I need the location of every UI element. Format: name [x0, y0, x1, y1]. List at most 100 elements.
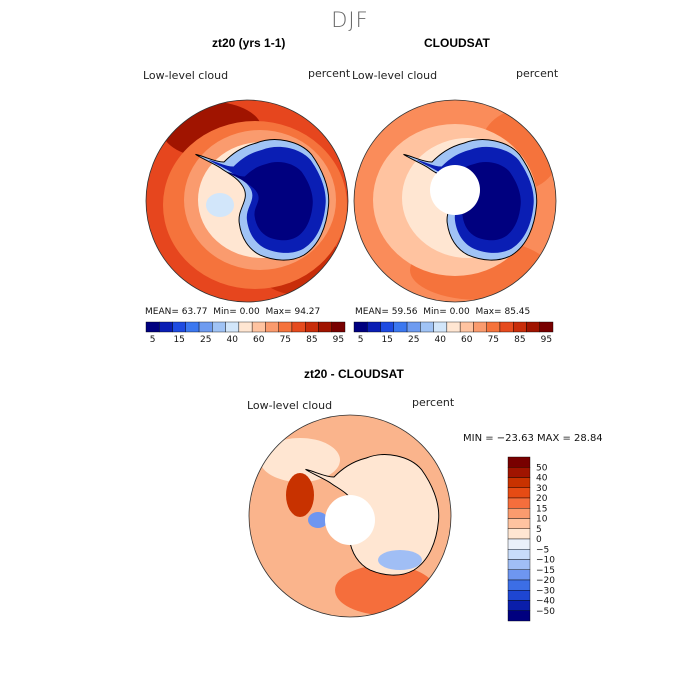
left-max-label: Max=: [265, 307, 292, 317]
right-colorbar-tick-label: 85: [514, 335, 525, 345]
left-colorbar-swatch: [225, 321, 240, 333]
diff-colorbar-swatch: [507, 456, 531, 468]
diff-colorbar-swatch: [507, 518, 531, 529]
diff-colorbar-tick-label: 50: [536, 463, 548, 473]
left-colorbar-tick-label: 75: [280, 335, 291, 345]
diff-missing-data-hole: [325, 495, 375, 545]
right-min-label: Min=: [423, 307, 447, 317]
left-min-value: 0.00: [239, 307, 260, 317]
left-colorbar-tick-label: 25: [200, 335, 211, 345]
right-colorbar-swatch: [420, 321, 434, 333]
diff-colorbar-tick-label: −5: [536, 545, 549, 555]
left-colorbar-swatch: [318, 321, 332, 333]
left-colorbar-swatch: [251, 321, 266, 333]
right-colorbar-swatch: [353, 321, 368, 333]
left-ice-shelf-patch: [206, 193, 234, 217]
right-max-label: Max=: [475, 307, 502, 317]
left-colorbar-swatch: [185, 321, 200, 333]
left-colorbar-swatch: [291, 321, 306, 333]
diff-negative-patch: [378, 550, 422, 570]
left-map-border: [145, 99, 349, 303]
right-stats: MEAN= 59.56 Min= 0.00 Max= 85.45: [355, 307, 530, 317]
right-colorbar-tick-label: 15: [381, 335, 392, 345]
diff-colorbar-swatch: [507, 610, 531, 622]
right-colorbar-tick-label: 5: [358, 335, 364, 345]
diff-colorbar-tick-label: −15: [536, 566, 555, 576]
left-colorbar-tick-label: 15: [173, 335, 184, 345]
right-colorbar-tick-label: 60: [461, 335, 473, 345]
right-colorbar-swatch: [433, 321, 448, 333]
right-colorbar-swatch: [393, 321, 408, 333]
diff-units-label: percent: [412, 396, 455, 409]
diff-panel-title: zt20 - CLOUDSAT: [304, 367, 404, 381]
left-mean-value: 63.77: [181, 307, 208, 317]
right-colorbar-swatch: [367, 321, 381, 333]
diff-colorbar-tick-label: 20: [536, 494, 548, 504]
left-colorbar-tick-label: 5: [150, 335, 156, 345]
right-map-field: [354, 100, 556, 302]
left-map-field: [146, 100, 348, 302]
right-colorbar-swatch: [499, 321, 514, 333]
right-colorbar: 5 15 25 40 60 75 85 95: [353, 321, 554, 345]
right-mean-value: 59.56: [391, 307, 418, 317]
diff-colorbar-tick-label: −50: [536, 607, 555, 617]
right-colorbar-tick-label: 25: [408, 335, 419, 345]
diff-light-patch: [260, 438, 340, 482]
diff-colorbar-tick-label: 30: [536, 484, 548, 494]
diff-colorbar-swatch: [507, 579, 531, 591]
diff-colorbar-tick-label: 40: [536, 474, 548, 484]
left-colorbar-tick-label: 95: [333, 335, 344, 345]
diff-map-border: [248, 414, 452, 618]
diff-colorbar-tick-label: −20: [536, 576, 555, 586]
right-colorbar-swatch: [539, 321, 554, 333]
left-stats: MEAN= 63.77 Min= 0.00 Max= 94.27: [145, 307, 320, 317]
left-map: [145, 99, 349, 303]
diff-colorbar-tick-label: 15: [536, 504, 547, 514]
right-colorbar-tick-label: 95: [541, 335, 552, 345]
diff-colorbar-tick-label: −30: [536, 586, 555, 596]
right-colorbar-swatch: [446, 321, 461, 333]
diff-negative-patch-2: [308, 512, 328, 528]
right-mean-label: MEAN=: [355, 307, 389, 317]
diff-colorbar-swatch: [507, 508, 531, 519]
diff-colorbar-tick-label: 5: [536, 525, 542, 535]
right-colorbar-tick-label: 75: [488, 335, 499, 345]
right-variable-label: Low-level cloud: [352, 69, 438, 82]
diff-colorbar-swatch: [507, 538, 531, 550]
diff-peninsula-patch: [286, 473, 314, 517]
right-colorbar-swatch: [459, 321, 474, 333]
diff-colorbar-tick-label: −10: [536, 556, 555, 566]
diff-colorbar-tick-label: 10: [536, 515, 548, 525]
left-colorbar: 5 15 25 40 60 75 85 95: [145, 321, 346, 345]
diff-variable-label: Low-level cloud: [247, 399, 333, 412]
right-min-value: 0.00: [449, 307, 470, 317]
left-colorbar-tick-label: 85: [306, 335, 317, 345]
diff-map-field: [249, 415, 451, 617]
left-units-label: percent: [308, 67, 351, 80]
right-colorbar-swatch: [526, 321, 540, 333]
diff-stats: MIN = −23.63 MAX = 28.84: [463, 433, 603, 444]
right-map: [353, 99, 557, 303]
left-colorbar-swatch: [278, 321, 293, 333]
diff-colorbar-swatch: [507, 590, 531, 601]
diff-colorbar-swatch: [507, 569, 531, 581]
diff-colorbar-swatch: [507, 487, 531, 499]
right-colorbar-swatch: [513, 321, 527, 333]
left-colorbar-swatch: [145, 321, 160, 333]
figure-title: DJF: [331, 8, 369, 32]
left-min-label: Min=: [213, 307, 237, 317]
right-units-label: percent: [516, 67, 559, 80]
diff-map: [248, 414, 452, 618]
left-max-value: 94.27: [294, 307, 321, 317]
left-colorbar-swatch: [198, 321, 213, 333]
right-colorbar-swatch: [380, 321, 394, 333]
right-colorbar-swatch: [486, 321, 501, 333]
right-max-value: 85.45: [504, 307, 531, 317]
left-colorbar-tick-label: 40: [227, 335, 239, 345]
left-colorbar-swatch: [265, 321, 279, 333]
diff-colorbar-swatch: [507, 477, 531, 488]
diff-colorbar-tick-label: −40: [536, 597, 555, 607]
left-colorbar-swatch: [172, 321, 187, 333]
